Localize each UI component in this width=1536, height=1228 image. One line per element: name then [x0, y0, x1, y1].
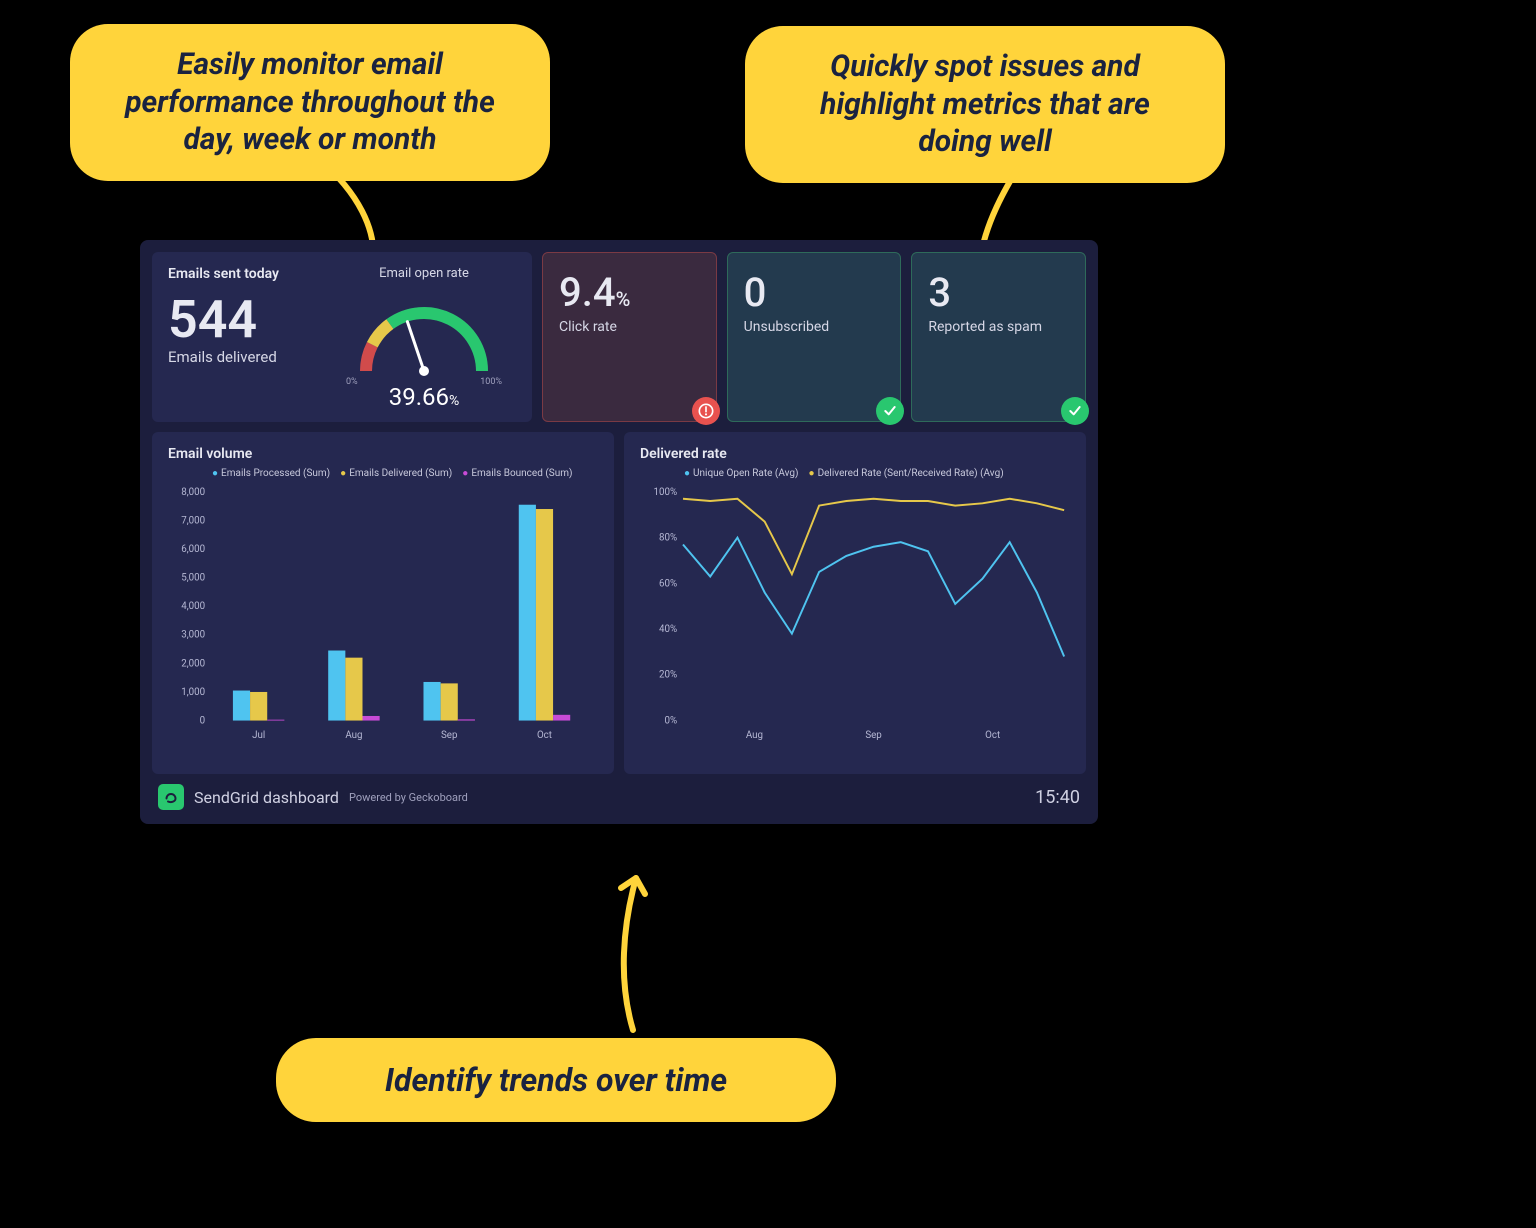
kpi-label: Reported as spam — [928, 319, 1069, 335]
chart-title: Delivered rate — [640, 446, 1070, 462]
svg-text:8,000: 8,000 — [181, 487, 205, 498]
clock: 15:40 — [1035, 787, 1080, 808]
callout-monitor: Easily monitor email performance through… — [70, 24, 550, 181]
svg-text:5,000: 5,000 — [181, 573, 205, 584]
kpi-click-rate: 9.4% Click rate — [542, 252, 717, 422]
svg-text:3,000: 3,000 — [181, 630, 205, 641]
alert-icon — [692, 397, 720, 425]
svg-text:6,000: 6,000 — [181, 544, 205, 555]
svg-text:Sep: Sep — [865, 730, 882, 741]
top-row: Emails sent today 544 Emails delivered E… — [152, 252, 1086, 422]
svg-text:40%: 40% — [659, 624, 677, 635]
gauge-icon — [344, 287, 504, 379]
gauge-open-rate: Email open rate 0% 100% 39.66% — [334, 266, 514, 411]
kpi-label: Unsubscribed — [744, 319, 885, 335]
svg-text:80%: 80% — [659, 533, 677, 544]
callout-spot-issues: Quickly spot issues and highlight metric… — [745, 26, 1225, 183]
kpi-label: Click rate — [559, 319, 700, 335]
kpi-value: 3 — [928, 273, 1069, 313]
svg-text:7,000: 7,000 — [181, 515, 205, 526]
sendgrid-icon — [158, 784, 184, 810]
svg-text:Aug: Aug — [746, 730, 763, 741]
dashboard: Emails sent today 544 Emails delivered E… — [140, 240, 1098, 824]
legend-item: Emails Delivered (Sum) — [340, 468, 452, 479]
emails-sent-panel: Emails sent today 544 Emails delivered E… — [152, 252, 532, 422]
volume-legend: Emails Processed (Sum) Emails Delivered (… — [212, 468, 572, 479]
svg-text:1,000: 1,000 — [181, 687, 205, 698]
check-icon — [876, 397, 904, 425]
svg-text:Jul: Jul — [252, 730, 265, 741]
kpi-row: 9.4% Click rate 0 Unsubscribed 3 Reported as … — [542, 252, 1086, 422]
svg-text:Oct: Oct — [537, 730, 552, 741]
kpi-unsubscribed: 0 Unsubscribed — [727, 252, 902, 422]
kpi-value: 9.4% — [559, 273, 700, 313]
email-volume-panel: Email volume Emails Processed (Sum)Email… — [152, 432, 614, 774]
volume-chart: 0 1,000 2,000 3,000 4,000 5,000 6,000 7,000 8,00… — [168, 485, 598, 745]
kpi-value: 0 — [744, 273, 885, 313]
legend-item: Unique Open Rate (Avg) — [684, 468, 799, 479]
brand-label: SendGrid dashboard — [194, 788, 339, 807]
delivered-rate-panel: Delivered rate Unique Open Rate (Avg) Del… — [624, 432, 1086, 774]
legend-item: Emails Bounced (Sum) — [462, 468, 572, 479]
svg-text:2,000: 2,000 — [181, 658, 205, 669]
svg-text:4,000: 4,000 — [181, 601, 205, 612]
check-icon — [1061, 397, 1089, 425]
dashboard-footer: SendGrid dashboard Powered by Geckoboard… — [152, 774, 1086, 812]
arrow-trends-icon — [608, 870, 688, 1044]
powered-by: Powered by Geckoboard — [349, 791, 468, 804]
charts-row: Email volume Emails Processed (Sum)Email… — [152, 432, 1086, 774]
svg-text:0: 0 — [200, 715, 206, 726]
gauge-title: Email open rate — [334, 266, 514, 281]
callout-trends: Identify trends over time — [276, 1038, 836, 1122]
gauge-min: 0% — [346, 377, 358, 387]
svg-text:20%: 20% — [659, 670, 677, 681]
gauge-max: 100% — [480, 377, 502, 387]
legend-item: Emails Processed (Sum) — [212, 468, 330, 479]
rate-legend: Unique Open Rate (Avg) Delivered Rate (Se… — [684, 468, 1070, 479]
chart-title: Email volume — [168, 446, 598, 462]
svg-text:Oct: Oct — [985, 730, 1000, 741]
gauge-value: 39.66% — [334, 383, 514, 411]
svg-text:60%: 60% — [659, 578, 677, 589]
rate-chart: 0% 20% 40% 60% 80% 100% Aug Sep Oct — [640, 485, 1070, 745]
svg-text:0%: 0% — [664, 715, 677, 726]
kpi-reported-as-spam: 3 Reported as spam — [911, 252, 1086, 422]
svg-text:Aug: Aug — [345, 730, 362, 741]
svg-text:Sep: Sep — [441, 730, 458, 741]
legend-item: Delivered Rate (Sent/Received Rate) (Avg… — [809, 468, 1004, 479]
svg-text:100%: 100% — [654, 487, 678, 498]
